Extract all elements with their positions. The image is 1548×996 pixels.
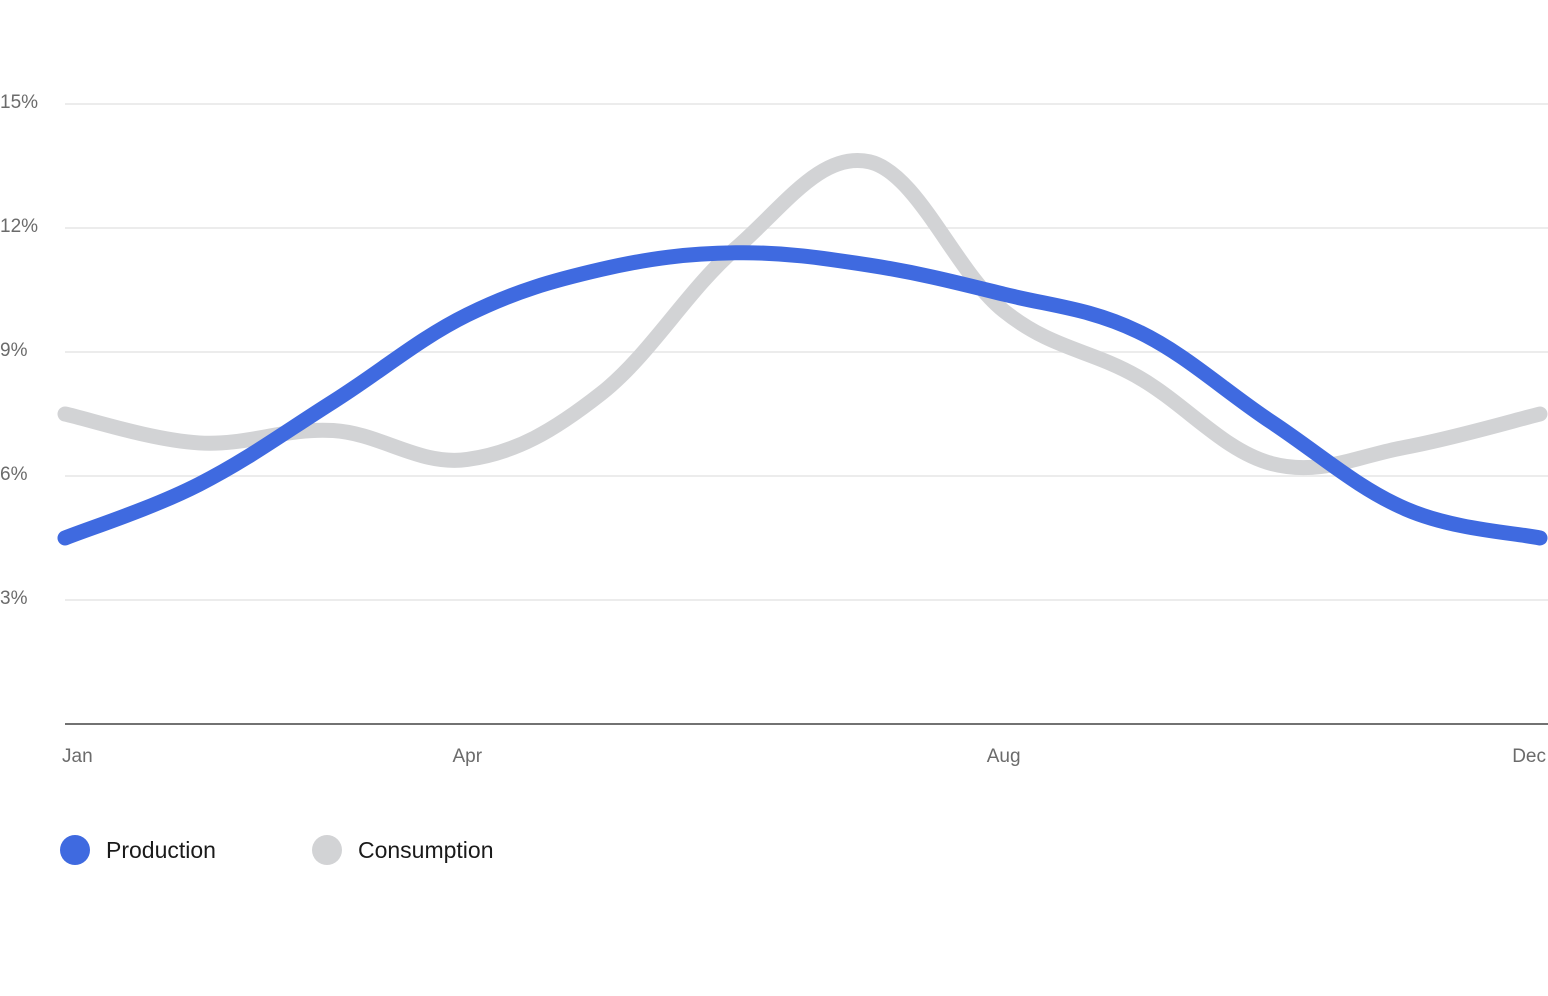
y-axis-ticks: 3% 6% 9% 12% 15% [0,92,38,609]
series-lines [57,152,1548,546]
y-tick-label: 6% [0,464,28,485]
legend-item-consumption[interactable]: Consumption [311,835,494,865]
y-tick-label: 9% [0,340,28,361]
series-line-consumption [57,152,1548,476]
gridlines [65,103,1548,601]
x-tick-label: Apr [452,746,482,767]
legend-swatch-consumption [311,835,342,865]
legend-swatch-production [60,835,90,865]
x-tick-label: Jan [62,746,93,767]
x-tick-label: Aug [987,746,1021,767]
legend-label-consumption: Consumption [357,836,494,863]
x-tick-label: Dec [1512,746,1546,767]
series-line-production [57,245,1548,546]
x-axis-ticks: Jan Apr Aug Dec [62,746,1546,767]
y-tick-label: 15% [0,92,38,113]
y-tick-label: 3% [0,588,28,609]
legend: Production Consumption [60,835,590,865]
legend-item-production[interactable]: Production [60,835,216,865]
legend-label-production: Production [106,836,216,863]
y-tick-label: 12% [0,216,38,237]
